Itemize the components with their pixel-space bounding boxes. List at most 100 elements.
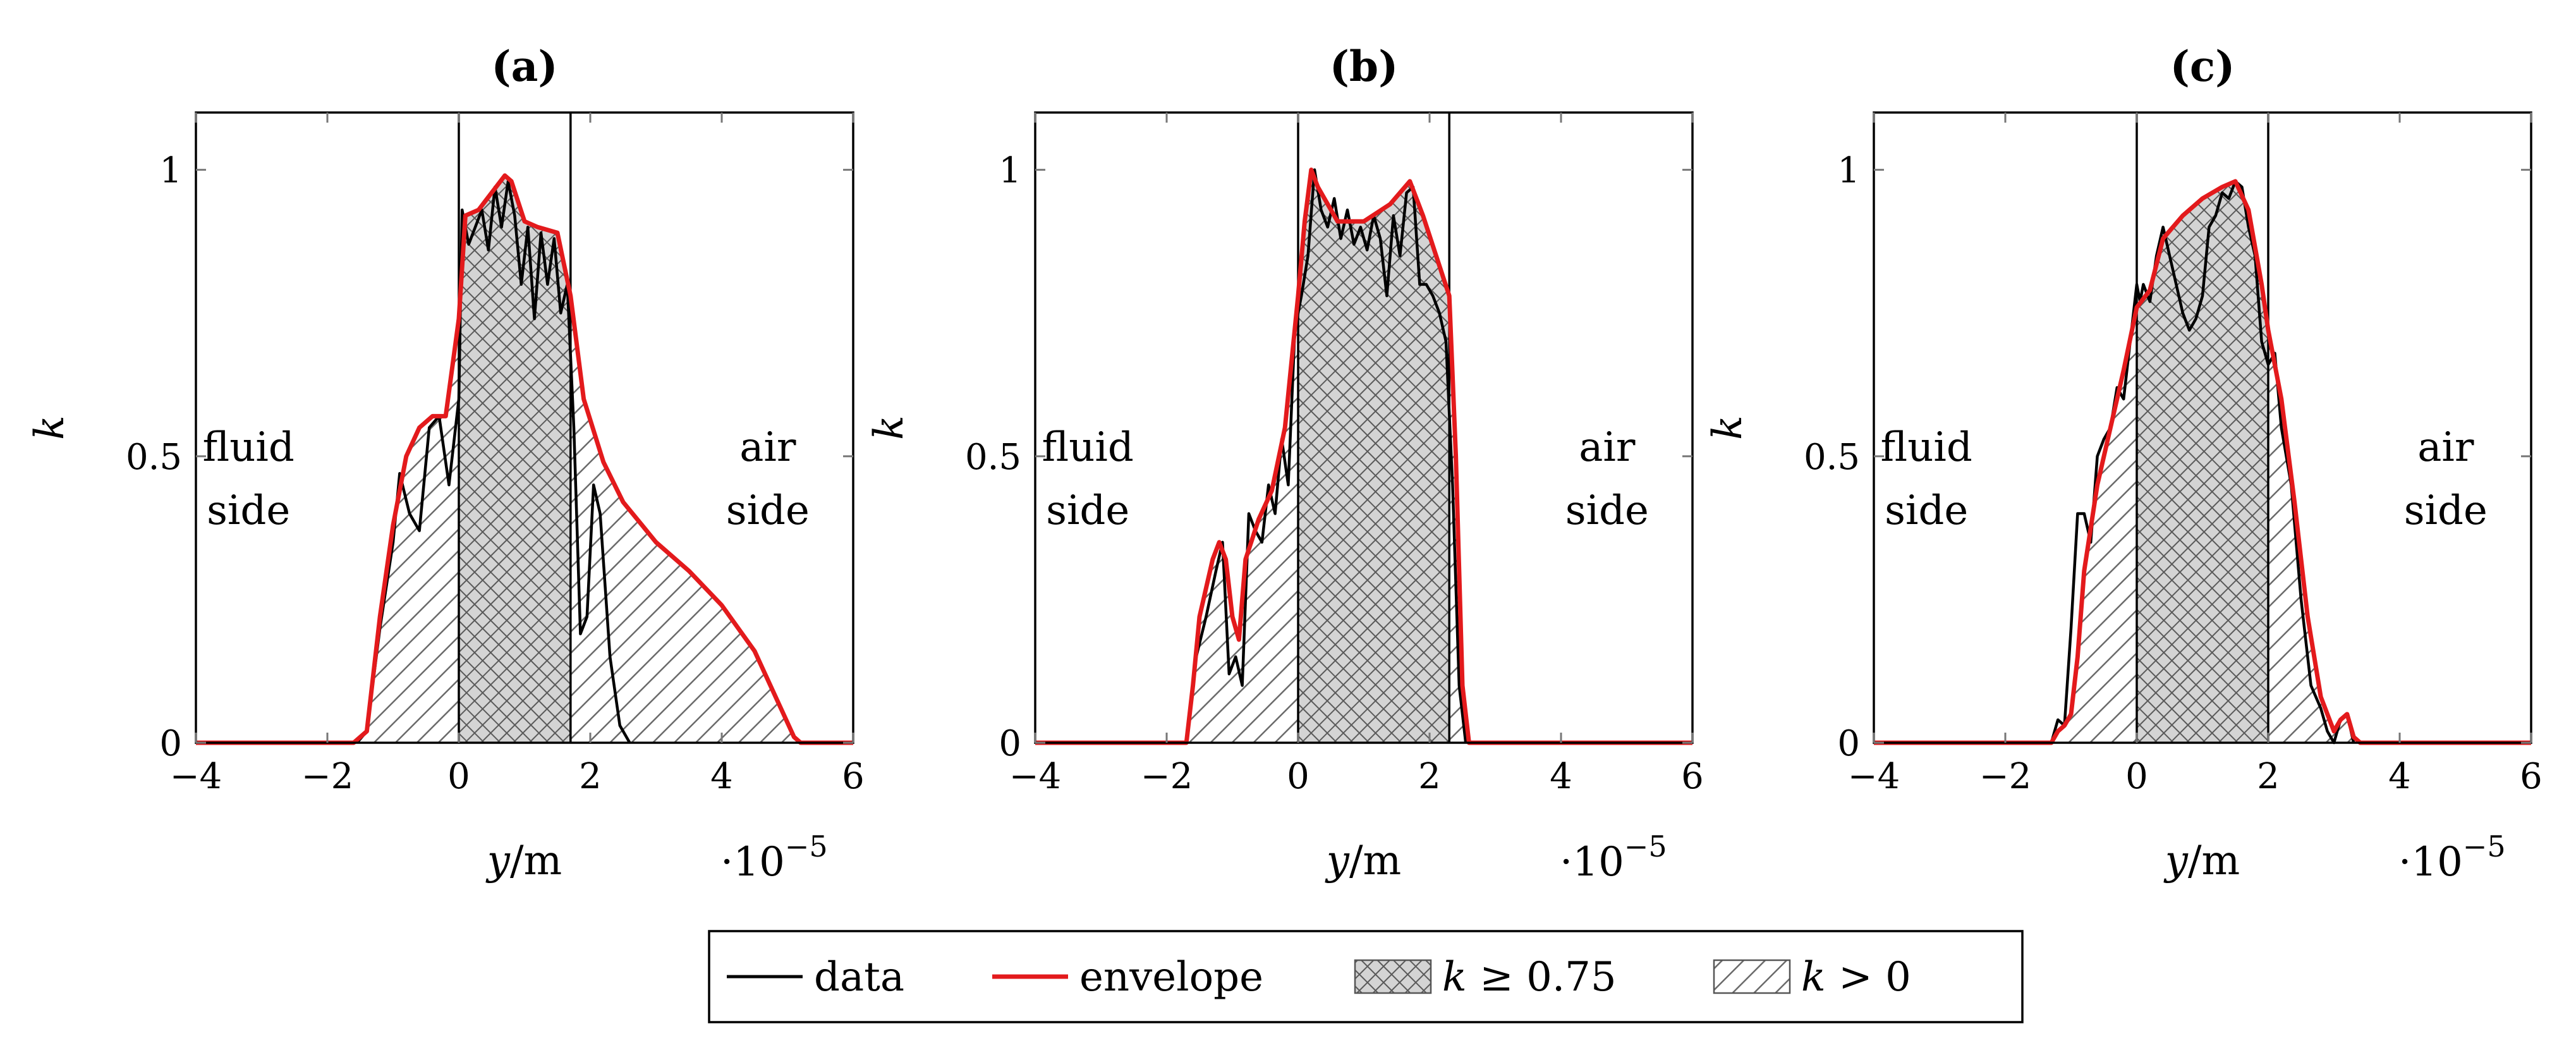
x-scale-factor: ·10−5 <box>1560 829 1667 886</box>
x-tick-label: 6 <box>2520 756 2543 797</box>
x-tick-label: 2 <box>1418 756 1441 797</box>
x-tick-label: −4 <box>170 756 222 797</box>
x-tick-label: 4 <box>1550 756 1572 797</box>
y-tick-label: 1 <box>1837 150 1860 192</box>
area-k-ge-075 <box>459 175 571 743</box>
x-scale-base: ·10 <box>720 839 785 886</box>
legend-label-rest: > 0 <box>1826 954 1911 1001</box>
annotation-line: fluid <box>203 424 295 471</box>
x-scale-exponent: −5 <box>2463 829 2506 863</box>
legend-item-2: envelope <box>992 954 1263 1001</box>
x-tick-label: −2 <box>1979 756 2032 797</box>
plot-frame <box>1873 111 2532 744</box>
y-tick-label: 0.5 <box>126 437 182 478</box>
x-tick-label: −4 <box>1009 756 1062 797</box>
x-tick-label: 0 <box>1287 756 1309 797</box>
annotation-air-side: air side <box>1565 424 1649 534</box>
x-tick-label: 4 <box>2388 756 2411 797</box>
x-scale-exponent: −5 <box>1624 829 1667 863</box>
envelope-line <box>196 173 853 745</box>
x-tick-label: 4 <box>710 756 733 797</box>
y-tick-label: 0.5 <box>1804 437 1860 478</box>
legend-label: data <box>814 954 904 1001</box>
x-scale-factor: ·10−5 <box>720 829 828 886</box>
area-k-ge-075 <box>2137 181 2268 743</box>
x-scale-base: ·10 <box>1560 839 1624 886</box>
annotation-line: fluid <box>1042 424 1134 471</box>
y-tick-label: 1 <box>999 150 1021 192</box>
legend-label-var: k <box>1801 954 1826 1001</box>
legend-label: envelope <box>1079 954 1263 1001</box>
annotation-air-side: air side <box>726 424 810 534</box>
data-line <box>2050 180 2355 745</box>
annotation-line: air <box>2417 424 2474 471</box>
x-axis-label-var: y <box>2163 838 2189 884</box>
legend-swatch-pattern <box>1354 959 1432 994</box>
annotation-line: side <box>1565 487 1649 534</box>
annotation-line: side <box>2404 487 2488 534</box>
y-tick-label: 1 <box>159 150 182 192</box>
envelope-line <box>1035 168 1692 745</box>
legend-swatch-pattern <box>1713 959 1791 994</box>
y-tick-label: 0 <box>159 723 182 764</box>
y-axis-label: k <box>1704 415 1751 440</box>
y-axis-label: k <box>866 415 913 440</box>
annotation-fluid-side: fluid side <box>1042 424 1134 534</box>
annotation-line: air <box>739 424 796 471</box>
x-scale-exponent: −5 <box>785 829 828 863</box>
area-k-ge-075 <box>1298 169 1450 743</box>
annotation-line: side <box>207 487 290 534</box>
x-tick-label: 2 <box>2257 756 2280 797</box>
x-axis-label-unit: /m <box>1349 838 1401 884</box>
envelope-line <box>1874 179 2531 745</box>
legend-item-1: data <box>727 954 904 1001</box>
panel-title: (a) <box>491 42 557 91</box>
annotation-line: side <box>1046 487 1129 534</box>
annotation-fluid-side: fluid side <box>1881 424 1972 534</box>
x-tick-label: 0 <box>2125 756 2148 797</box>
x-scale-base: ·10 <box>2398 839 2463 886</box>
x-tick-label: −2 <box>1141 756 1193 797</box>
legend: data envelope k ≥ 0.75 k > 0 <box>708 930 2024 1023</box>
y-tick-label: 0 <box>999 723 1021 764</box>
x-tick-label: 0 <box>447 756 470 797</box>
x-axis-label-unit: /m <box>2188 838 2240 884</box>
x-tick-label: 6 <box>842 756 865 797</box>
x-axis-label: y/m <box>485 838 562 884</box>
x-axis-label-unit: /m <box>510 838 562 884</box>
x-tick-label: −2 <box>301 756 354 797</box>
x-tick-label: −4 <box>1848 756 1900 797</box>
annotation-air-side: air side <box>2404 424 2488 534</box>
panel-title: (b) <box>1330 42 1399 91</box>
plot-frame <box>195 111 854 744</box>
panel-title: (c) <box>2170 42 2235 91</box>
annotation-fluid-side: fluid side <box>203 424 295 534</box>
panel-3: −4 −2 0 2 4 6 0 0.5 1 (c) y/m ·10−5 k fluid side air sid… <box>1704 42 2543 886</box>
annotation-line: air <box>1579 424 1636 471</box>
legend-item-3: k ≥ 0.75 <box>1354 954 1617 1001</box>
x-tick-label: 6 <box>1681 756 1704 797</box>
data-line <box>356 180 631 744</box>
y-axis-label: k <box>27 415 73 440</box>
x-axis-label-var: y <box>1325 838 1350 884</box>
annotation-line: side <box>1885 487 1968 534</box>
plot-frame <box>1034 111 1694 744</box>
legend-label-rest: ≥ 0.75 <box>1467 954 1617 1001</box>
x-tick-label: 2 <box>579 756 602 797</box>
y-tick-label: 0 <box>1837 723 1860 764</box>
x-axis-label: y/m <box>2163 838 2240 884</box>
legend-item-4: k > 0 <box>1713 954 1911 1001</box>
legend-label-var: k <box>1442 954 1467 1001</box>
legend-label: k ≥ 0.75 <box>1442 954 1617 1001</box>
x-scale-factor: ·10−5 <box>2398 829 2506 886</box>
annotation-line: side <box>726 487 810 534</box>
y-tick-label: 0.5 <box>965 437 1021 478</box>
annotation-line: fluid <box>1881 424 1972 471</box>
panel-2: −4 −2 0 2 4 6 0 0.5 1 (b) y/m ·10−5 k fluid side air sid… <box>866 42 1704 886</box>
x-axis-label-var: y <box>485 838 511 884</box>
panel-1: −4 −2 0 2 4 6 0 0.5 1 (a) y/m ·10−5 k fluid side air sid… <box>27 42 865 886</box>
legend-label: k > 0 <box>1801 954 1911 1001</box>
x-axis-label: y/m <box>1325 838 1401 884</box>
